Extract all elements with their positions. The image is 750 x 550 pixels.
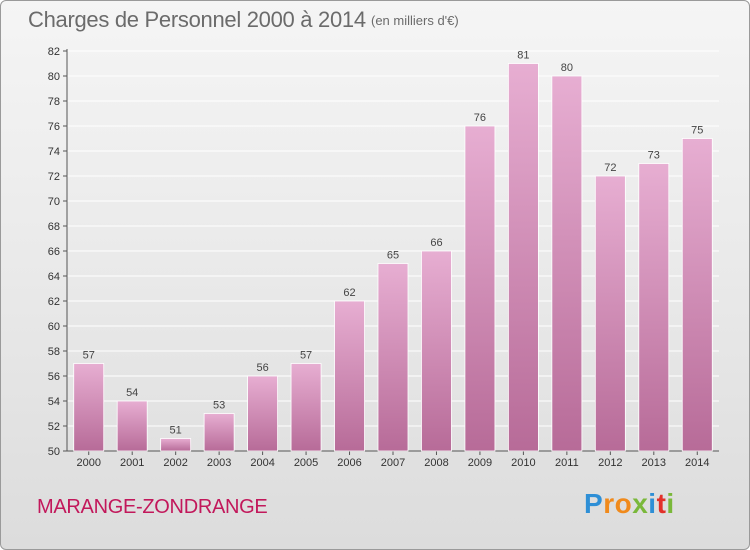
bar [551, 75, 583, 452]
bar [247, 375, 279, 452]
data-label: 66 [430, 237, 442, 249]
x-tick-label: 2010 [511, 457, 535, 469]
labels: 50 52 54 56 58 60 62 64 66 68 70 72 74 76 78 80 82 2000 57… [48, 46, 710, 469]
bar [290, 363, 322, 452]
y-tick-label: 68 [48, 221, 60, 233]
y-tick-label: 74 [48, 146, 60, 158]
bar [116, 400, 148, 452]
bar [160, 438, 192, 452]
y-tick-label: 82 [48, 46, 60, 58]
y-tick-label: 80 [48, 71, 60, 83]
data-label: 57 [83, 350, 95, 362]
x-tick-label: 2007 [381, 457, 405, 469]
y-tick-label: 50 [48, 446, 60, 458]
x-tick-label: 2009 [468, 457, 492, 469]
x-tick-label: 2011 [555, 457, 579, 469]
commune-name: MARANGE-ZONDRANGE [37, 496, 268, 518]
data-label: 56 [256, 362, 268, 374]
logo-letter: i [666, 488, 675, 519]
bar [73, 363, 105, 452]
x-tick-label: 2013 [642, 457, 666, 469]
x-tick-label: 2005 [294, 457, 318, 469]
logo-letter: P [584, 488, 604, 519]
data-label: 65 [387, 250, 399, 262]
y-tick-label: 60 [48, 321, 60, 333]
data-label: 75 [691, 125, 703, 137]
y-tick-label: 52 [48, 421, 60, 433]
y-tick-label: 66 [48, 246, 60, 258]
logo-letter: t [656, 488, 667, 519]
chart-title: Charges de Personnel 2000 à 2014 [28, 7, 366, 32]
y-tick-label: 72 [48, 171, 60, 183]
x-tick-label: 2004 [250, 457, 274, 469]
chart-unit: (en milliers d'€) [371, 13, 459, 28]
data-label: 76 [474, 112, 486, 124]
data-label: 62 [343, 287, 355, 299]
data-label: 81 [517, 50, 529, 62]
x-tick-label: 2001 [120, 457, 144, 469]
bars [73, 63, 713, 452]
y-tick-label: 70 [48, 196, 60, 208]
bar [421, 250, 452, 452]
x-tick-label: 2014 [685, 457, 709, 469]
y-tick-label: 62 [48, 296, 60, 308]
logo-letter: x [632, 488, 649, 519]
bar [507, 63, 539, 452]
logo-letter: o [614, 488, 633, 519]
x-tick-label: 2006 [337, 457, 361, 469]
x-tick-label: 2000 [76, 457, 100, 469]
y-tick-label: 58 [48, 346, 60, 358]
x-tick-label: 2002 [163, 457, 187, 469]
bar [638, 163, 670, 452]
y-tick-label: 54 [48, 396, 60, 408]
data-label: 72 [604, 162, 616, 174]
logo-letter: i [648, 488, 657, 519]
y-tick-label: 64 [48, 271, 60, 283]
bar [334, 300, 365, 452]
data-label: 54 [126, 387, 138, 399]
x-tick-label: 2012 [598, 457, 622, 469]
y-tick-label: 76 [48, 121, 60, 133]
y-tick-label: 78 [48, 96, 60, 108]
bar [464, 125, 496, 452]
data-label: 80 [561, 62, 573, 74]
bar [681, 138, 713, 452]
proxiti-logo[interactable]: Proxiti [584, 488, 675, 520]
y-tick-label: 56 [48, 371, 60, 383]
data-label: 73 [648, 150, 660, 162]
data-label: 57 [300, 350, 312, 362]
bar [203, 413, 235, 452]
bar [377, 263, 409, 452]
bar [594, 175, 626, 452]
logo-letter: r [603, 488, 615, 519]
data-label: 51 [170, 425, 182, 437]
x-tick-label: 2003 [207, 457, 231, 469]
x-tick-label: 2008 [424, 457, 448, 469]
data-label: 53 [213, 400, 225, 412]
